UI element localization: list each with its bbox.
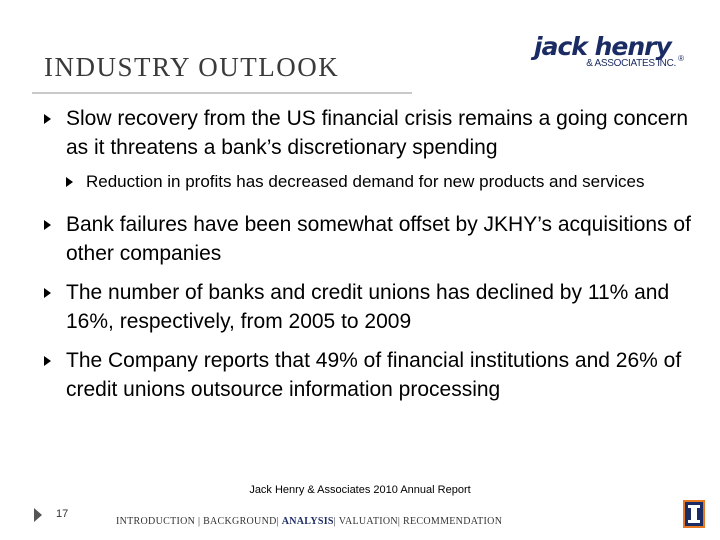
bullet-text: The number of banks and credit unions ha… [66, 281, 670, 333]
page-number: 17 [56, 508, 69, 520]
title-divider [32, 92, 412, 94]
nav-recommendation[interactable]: RECOMMENDATION [403, 516, 503, 527]
bullet-text: Bank failures have been somewhat offset … [66, 213, 691, 265]
bullet-text: Slow recovery from the US financial cris… [66, 107, 689, 159]
bullet-arrow-icon [44, 288, 51, 298]
source-citation: Jack Henry & Associates 2010 Annual Repo… [249, 484, 471, 496]
nav-introduction[interactable]: INTRODUCTION [116, 516, 196, 527]
section-nav: INTRODUCTION | BACKGROUND| ANALYSIS| VAL… [116, 516, 503, 527]
logo-subtitle: & ASSOCIATES INC. [586, 58, 676, 69]
bullet-arrow-icon [44, 356, 51, 366]
bullet-item: Slow recovery from the US financial cris… [40, 104, 700, 162]
jack-henry-logo: jack henry & ASSOCIATES INC. ® [534, 34, 684, 72]
bullet-text: Reduction in profits has decreased deman… [86, 172, 645, 191]
logo-wordmark: jack henry [534, 32, 672, 61]
nav-valuation[interactable]: VALUATION [338, 516, 398, 527]
sub-bullet-item: Reduction in profits has decreased deman… [40, 170, 700, 194]
nav-analysis[interactable]: ANALYSIS [281, 516, 334, 527]
logo-registered-mark: ® [678, 54, 684, 63]
page-marker-icon [34, 508, 42, 522]
bullet-list: Slow recovery from the US financial cris… [40, 104, 700, 414]
bullet-arrow-icon [44, 220, 51, 230]
nav-background[interactable]: BACKGROUND [203, 516, 277, 527]
bullet-item: Bank failures have been somewhat offset … [40, 210, 700, 268]
slide-title: INDUSTRY OUTLOOK [44, 52, 340, 82]
bullet-arrow-icon [44, 114, 51, 124]
bullet-item: The number of banks and credit unions ha… [40, 278, 700, 336]
bullet-arrow-icon [66, 177, 73, 187]
illinois-logo-icon [683, 500, 705, 528]
bullet-item: The Company reports that 49% of financia… [40, 346, 700, 404]
bullet-text: The Company reports that 49% of financia… [66, 349, 682, 401]
